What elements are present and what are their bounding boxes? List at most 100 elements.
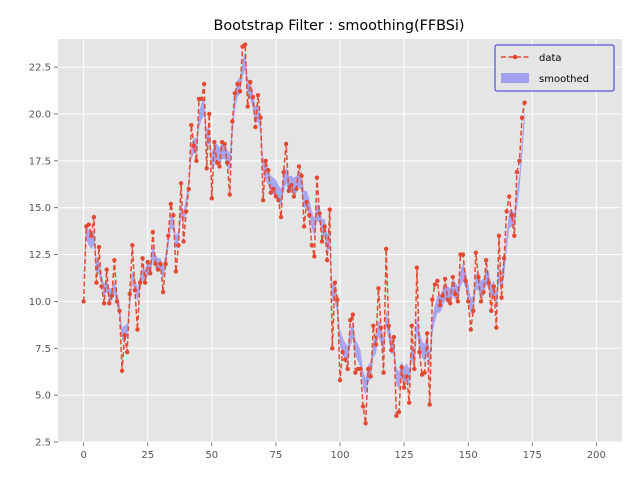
data-point — [281, 169, 286, 175]
data-point — [191, 143, 197, 149]
data-point — [507, 194, 512, 199]
data-point — [340, 349, 345, 355]
data-point — [173, 269, 179, 274]
data-point — [209, 196, 215, 201]
y-tick-label: 5.0 — [35, 391, 51, 402]
data-point — [468, 327, 473, 332]
data-point — [271, 186, 276, 192]
data-point — [255, 93, 261, 98]
data-point — [119, 368, 125, 373]
data-point — [186, 186, 191, 192]
data-point — [140, 256, 145, 261]
data-point — [481, 289, 486, 295]
data-point — [130, 242, 135, 248]
data-point — [301, 224, 307, 229]
data-point — [345, 366, 350, 372]
data-point — [330, 346, 335, 351]
data-point — [171, 213, 176, 218]
data-point — [266, 168, 271, 173]
data-point — [409, 323, 414, 328]
data-point — [324, 257, 330, 263]
data-point — [245, 104, 250, 109]
data-point — [286, 188, 291, 194]
x-tick-label: 50 — [205, 450, 218, 461]
data-point — [448, 301, 453, 306]
data-point — [135, 327, 140, 332]
data-point — [158, 261, 163, 267]
data-point — [268, 190, 273, 195]
x-tick-label: 100 — [330, 450, 349, 461]
data-point — [207, 111, 212, 117]
data-point — [312, 254, 317, 259]
data-point — [178, 181, 184, 186]
data-point — [283, 141, 289, 147]
data-point — [263, 158, 268, 164]
data-point — [296, 164, 302, 169]
data-point — [273, 194, 279, 199]
data-point — [248, 79, 253, 85]
data-point — [455, 299, 461, 304]
data-point — [250, 94, 256, 100]
data-point — [337, 377, 343, 383]
data-point — [150, 229, 156, 235]
data-point — [289, 183, 294, 188]
data-point — [327, 207, 332, 212]
data-point — [258, 115, 263, 120]
data-point — [122, 332, 127, 338]
legend-smoothed-swatch — [501, 73, 529, 83]
data-point — [427, 402, 432, 407]
data-point — [132, 287, 138, 293]
data-point — [199, 96, 204, 102]
plot-area: 0 25 50 75 100 125 150 175 200 2.5 5.0 7.5 10.0 12.5 1… — [29, 39, 622, 461]
y-tick-label: 20.0 — [29, 109, 51, 120]
x-tick-label: 0 — [80, 450, 86, 461]
data-point — [483, 257, 489, 263]
data-point — [396, 409, 402, 415]
data-point — [442, 276, 448, 282]
data-point — [189, 123, 194, 128]
data-point — [96, 244, 102, 250]
x-tick-label: 150 — [459, 450, 478, 461]
data-point — [212, 139, 217, 145]
data-point — [137, 280, 143, 285]
data-point — [225, 160, 230, 165]
data-point — [253, 124, 258, 130]
data-point — [104, 267, 109, 272]
data-point — [435, 278, 440, 283]
data-point — [414, 265, 420, 270]
data-point — [366, 366, 371, 372]
data-point — [166, 233, 171, 239]
data-point — [517, 158, 522, 164]
data-point — [381, 370, 386, 375]
x-tick-label: 25 — [141, 450, 154, 461]
data-point — [368, 374, 373, 379]
data-point — [99, 284, 104, 289]
data-point — [304, 199, 309, 205]
data-point — [360, 404, 366, 409]
data-point — [383, 246, 389, 252]
data-point — [142, 280, 148, 285]
data-point — [86, 222, 91, 227]
data-point — [260, 198, 266, 203]
data-point — [509, 213, 514, 218]
data-point — [373, 342, 379, 347]
data-point — [501, 256, 507, 261]
data-point — [489, 308, 494, 313]
data-point — [294, 186, 299, 192]
data-point — [217, 164, 222, 169]
data-point — [194, 158, 199, 164]
y-tick-label: 12.5 — [29, 250, 51, 261]
y-tick-label: 22.5 — [29, 63, 51, 74]
legend-smoothed-label: smoothed — [539, 74, 589, 85]
data-point — [399, 364, 404, 370]
data-point — [125, 349, 130, 355]
legend-data-label: data — [539, 53, 562, 64]
data-point — [201, 81, 207, 87]
data-point — [358, 366, 363, 372]
data-point — [183, 209, 189, 214]
data-point — [107, 301, 112, 306]
data-point — [504, 209, 509, 214]
data-point — [155, 267, 161, 272]
data-point — [112, 257, 117, 263]
data-point — [91, 214, 97, 220]
